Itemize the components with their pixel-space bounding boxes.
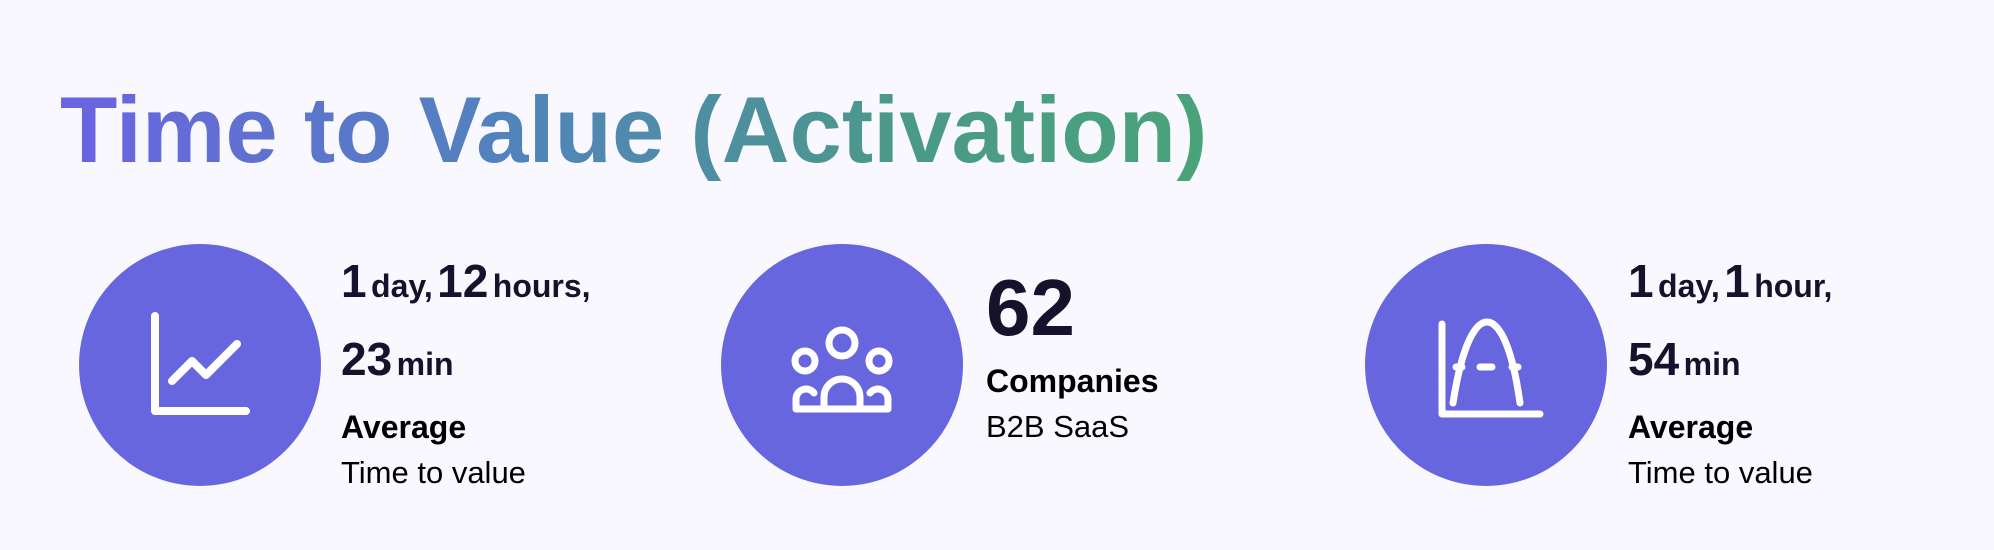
- days-value: 1: [341, 255, 367, 307]
- page-title: Time to Value (Activation): [60, 77, 1208, 182]
- hours-value: 1: [1724, 255, 1750, 307]
- stat-label: Average: [341, 409, 467, 445]
- hours-unit: hour,: [1754, 268, 1833, 304]
- minutes-value: 54: [1628, 333, 1680, 385]
- stat-label: Companies: [986, 363, 1159, 399]
- companies-count: 62: [986, 263, 1075, 352]
- stat-card-avg-time-2: 1 day, 1 hour, 54 min Average Time to va…: [1628, 248, 1832, 496]
- stat-sublabel: Time to value: [341, 455, 526, 490]
- stat-sublabel: Time to value: [1628, 455, 1813, 490]
- line-chart-icon: [79, 244, 321, 486]
- bell-curve-chart-icon: [1365, 244, 1607, 486]
- hours-value: 12: [437, 255, 489, 307]
- days-unit: day,: [1658, 268, 1720, 304]
- minutes-unit: min: [1683, 346, 1741, 382]
- stat-card-avg-time: 1 day, 12 hours, 23 min Average Time to …: [341, 248, 591, 496]
- users-group-icon: [721, 244, 963, 486]
- minutes-value: 23: [341, 333, 393, 385]
- hours-unit: hours,: [492, 268, 591, 304]
- stat-sublabel: B2B SaaS: [986, 409, 1130, 444]
- days-unit: day,: [371, 268, 433, 304]
- stat-card-companies: 62 Companies B2B SaaS: [986, 258, 1158, 450]
- minutes-unit: min: [396, 346, 454, 382]
- days-value: 1: [1628, 255, 1654, 307]
- stat-label: Average: [1628, 409, 1754, 445]
